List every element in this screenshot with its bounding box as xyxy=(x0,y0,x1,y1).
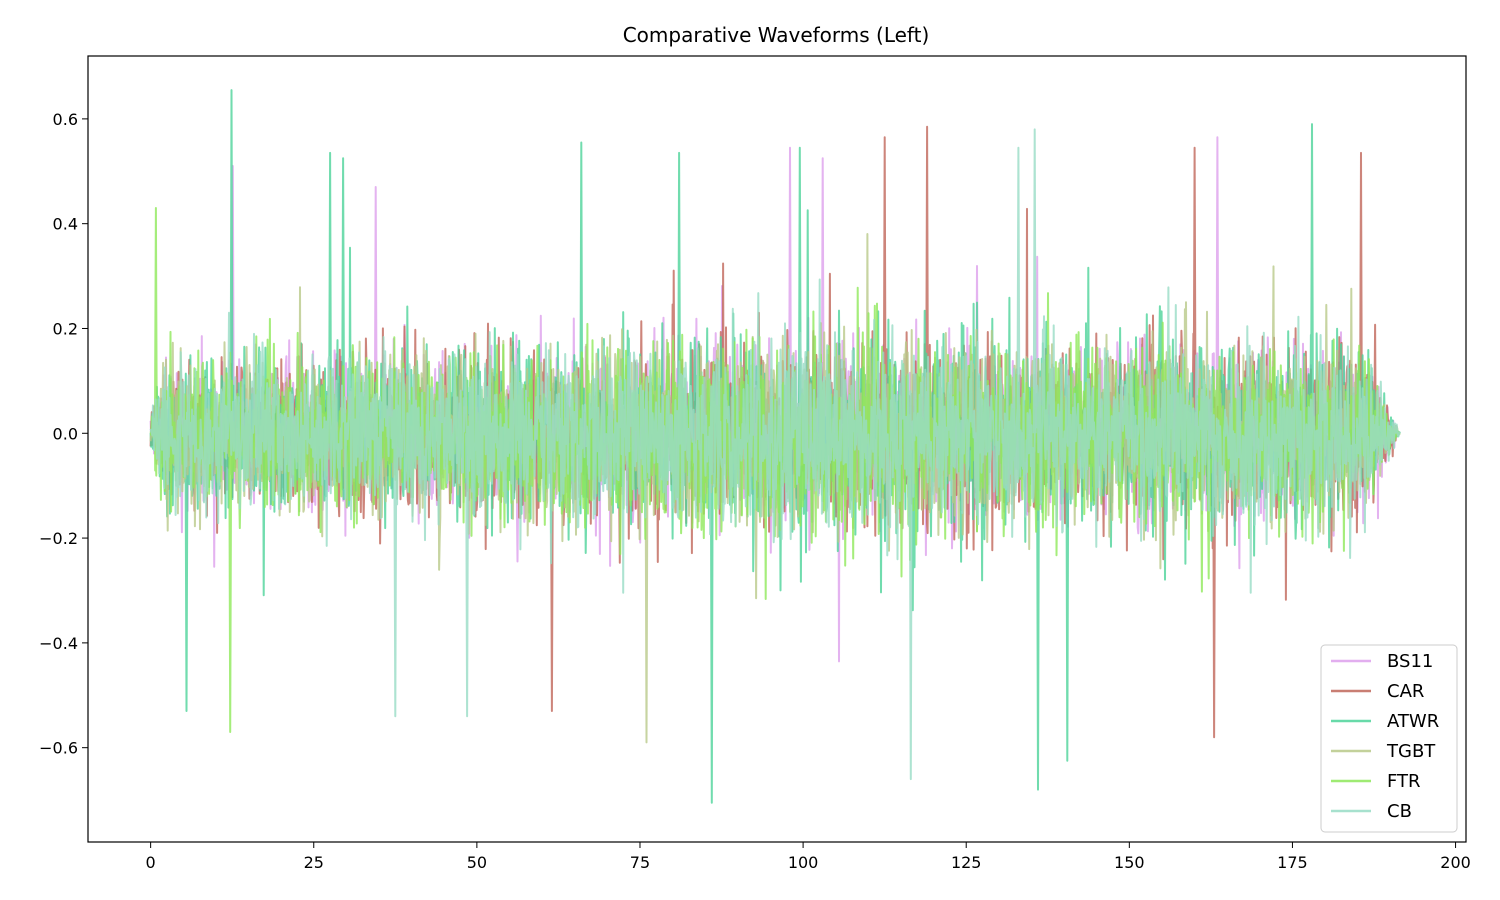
legend-label-bs11: BS11 xyxy=(1387,651,1433,672)
legend-label-ftr: FTR xyxy=(1387,771,1421,792)
legend-label-car: CAR xyxy=(1387,681,1424,702)
y-tick-label: −0.6 xyxy=(39,739,78,758)
y-tick-label: −0.4 xyxy=(39,634,78,653)
legend-label-cb: CB xyxy=(1387,801,1412,822)
y-tick-label: 0.2 xyxy=(53,319,78,338)
y-tick-label: 0.6 xyxy=(53,110,78,129)
x-tick-label: 25 xyxy=(304,853,324,872)
x-axis: 0 25 50 75 100 125 150 175 200 xyxy=(146,842,1471,872)
legend-label-tgbt: TGBT xyxy=(1386,741,1436,762)
y-tick-label: 0.0 xyxy=(53,424,78,443)
chart-title: Comparative Waveforms (Left) xyxy=(623,23,930,47)
series-line-cb xyxy=(149,128,1402,781)
x-tick-label: 75 xyxy=(630,853,650,872)
x-tick-label: 150 xyxy=(1114,853,1145,872)
y-axis: 0.6 0.4 0.2 0.0 −0.2 −0.4 −0.6 xyxy=(39,110,88,758)
y-tick-label: −0.2 xyxy=(39,529,78,548)
x-tick-label: 0 xyxy=(146,853,156,872)
x-tick-label: 50 xyxy=(467,853,487,872)
series-layer xyxy=(149,89,1402,804)
x-tick-label: 200 xyxy=(1440,853,1471,872)
y-tick-label: 0.4 xyxy=(53,215,78,234)
legend-label-atwr: ATWR xyxy=(1387,711,1439,732)
x-tick-label: 125 xyxy=(951,853,982,872)
legend: BS11 CAR ATWR TGBT FTR CB xyxy=(1320,644,1458,833)
x-tick-label: 175 xyxy=(1277,853,1308,872)
plot-frame xyxy=(87,55,1467,843)
x-tick-label: 100 xyxy=(788,853,819,872)
